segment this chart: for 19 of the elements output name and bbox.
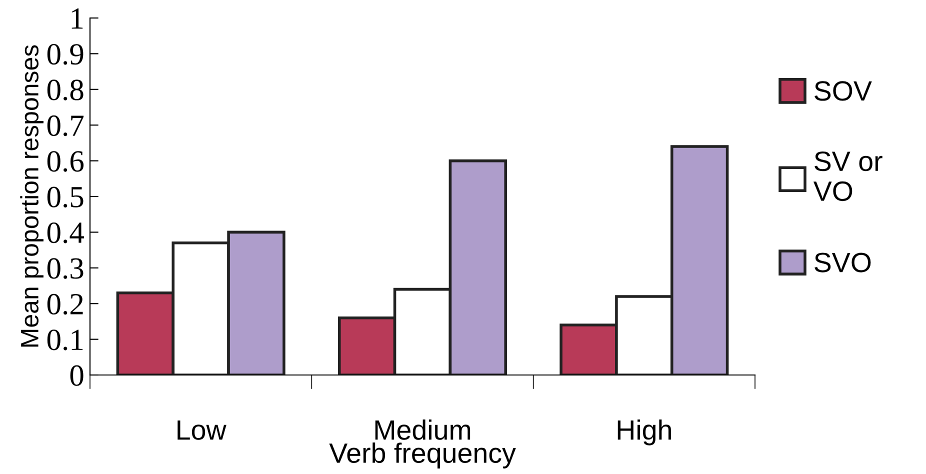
legend-label: SV or VO [813,151,882,202]
y-tick-label: 0.6 [47,151,84,172]
y-tick-label: 0.2 [47,294,83,315]
y-tick-label: 0.5 [47,186,84,208]
y-tick-label: 0.9 [47,44,84,65]
y-tick-label: 0.8 [47,80,84,100]
y-tick-label: 0 [70,365,84,386]
x-tick-label: Low [178,420,226,440]
y-tick-label: 0.1 [47,330,83,350]
y-tick-label: 0.4 [47,222,84,244]
y-tick-label: 0.7 [47,115,84,136]
legend-label: SVO [814,252,871,272]
y-axis-title: Mean proportion responses [20,45,44,347]
legend-label: SOV [814,81,872,101]
x-tick-label: High [618,419,671,446]
x-axis-title: Verb frequency [329,442,516,468]
y-tick-label: 1 [72,8,83,29]
y-tick-label: 0.3 [47,258,84,279]
x-tick-label: Medium [375,419,470,440]
